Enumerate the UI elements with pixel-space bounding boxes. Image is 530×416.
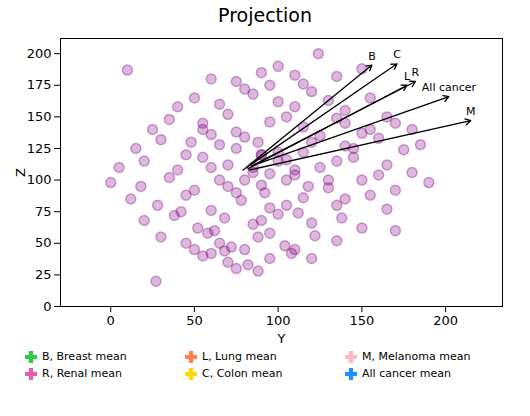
- svg-text:0: 0: [107, 313, 115, 328]
- html-text:R, Renal mean: R, Renal mean: [42, 367, 122, 380]
- svg-text:M: M: [466, 105, 476, 118]
- html-text:Projection: Projection: [218, 4, 312, 26]
- svg-text:Z: Z: [13, 168, 28, 177]
- svg-text:100: 100: [266, 313, 291, 328]
- svg-text:200: 200: [27, 46, 52, 61]
- html-text:C, Colon mean: C, Colon mean: [202, 367, 283, 380]
- svg-text:25: 25: [35, 267, 52, 282]
- svg-text:0: 0: [43, 299, 51, 314]
- svg-text:75: 75: [35, 204, 52, 219]
- svg-text:100: 100: [27, 172, 52, 187]
- svg-text:125: 125: [27, 141, 52, 156]
- svg-text:50: 50: [186, 313, 203, 328]
- svg-text:175: 175: [27, 77, 52, 92]
- html-text:M, Melanoma mean: M, Melanoma mean: [362, 350, 471, 363]
- svg-text:150: 150: [349, 313, 374, 328]
- svg-text:50: 50: [35, 235, 52, 250]
- html-text:L, Lung mean: L, Lung mean: [202, 350, 277, 363]
- svg-text:C: C: [393, 48, 401, 61]
- svg-text:200: 200: [433, 313, 458, 328]
- svg-text:R: R: [412, 66, 420, 79]
- svg-text:150: 150: [27, 109, 52, 124]
- svg-text:Y: Y: [277, 331, 286, 346]
- svg-text:B: B: [368, 50, 376, 63]
- html-text:B, Breast mean: B, Breast mean: [42, 350, 127, 363]
- svg-text:L: L: [404, 70, 411, 83]
- html-text:All cancer mean: All cancer mean: [362, 367, 451, 380]
- svg-text:All cancer: All cancer: [422, 81, 477, 94]
